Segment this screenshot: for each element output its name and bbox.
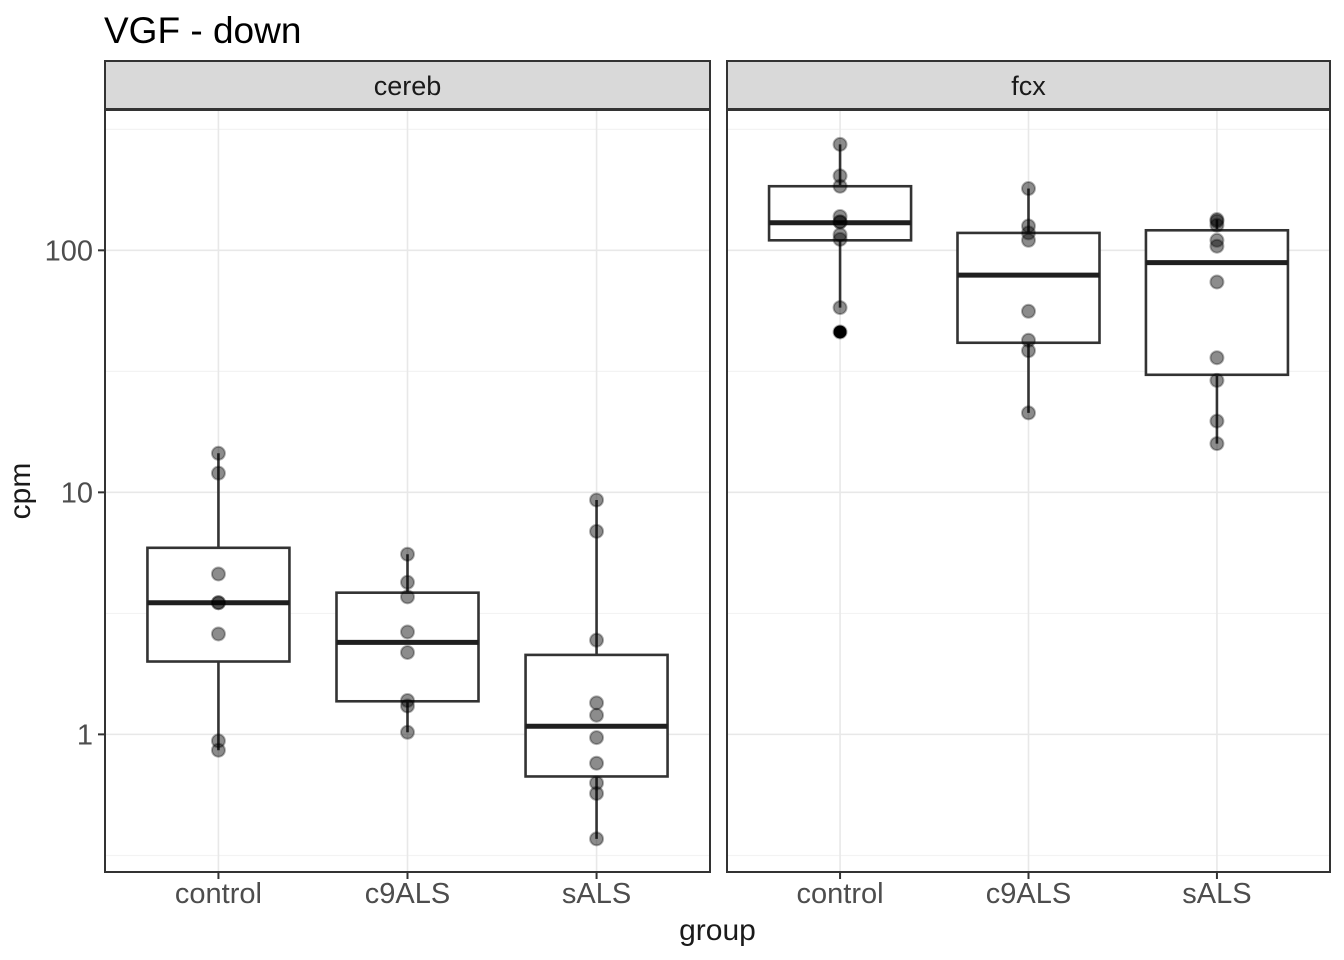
data-point xyxy=(832,208,848,224)
data-point xyxy=(832,214,848,230)
data-point xyxy=(589,785,605,801)
data-point xyxy=(1021,218,1036,234)
box xyxy=(524,653,669,778)
facet-strip xyxy=(726,60,1331,110)
y-tick-label: 10 xyxy=(61,477,93,509)
facet-strip-label: fcx xyxy=(1011,71,1046,101)
data-point xyxy=(1209,212,1225,228)
box xyxy=(767,184,913,242)
box xyxy=(1144,228,1290,377)
plot-title: VGF - down xyxy=(104,10,302,51)
box xyxy=(335,591,480,703)
data-point xyxy=(589,695,605,711)
x-axis-title: group xyxy=(679,914,756,947)
data-point xyxy=(1021,225,1036,241)
y-tick-label: 100 xyxy=(45,235,93,267)
x-tick-label: control xyxy=(797,878,884,910)
data-point xyxy=(832,214,848,230)
data-point xyxy=(1021,332,1036,348)
data-point xyxy=(1209,238,1225,254)
data-point xyxy=(400,698,415,714)
data-point xyxy=(589,492,605,508)
y-axis-title: cpm xyxy=(4,463,37,520)
data-point xyxy=(400,589,415,605)
data-point xyxy=(210,595,226,611)
x-tick-label: c9ALS xyxy=(986,878,1071,910)
data-point xyxy=(1021,343,1036,359)
x-tick-label: control xyxy=(175,878,262,910)
data-point xyxy=(400,644,415,660)
x-tick-label: sALS xyxy=(562,878,631,910)
data-point xyxy=(1209,217,1225,233)
data-point xyxy=(589,730,605,746)
data-point xyxy=(400,546,415,562)
data-point xyxy=(1021,405,1036,421)
data-point xyxy=(400,693,415,709)
data-point xyxy=(1021,303,1036,319)
data-point xyxy=(1209,213,1225,229)
data-point xyxy=(832,136,848,152)
data-point xyxy=(400,574,415,590)
data-point xyxy=(400,724,415,740)
data-point xyxy=(1209,274,1225,290)
data-point xyxy=(589,755,605,771)
data-point xyxy=(1021,181,1036,197)
data-point xyxy=(832,227,848,243)
data-point xyxy=(832,231,848,247)
data-point xyxy=(210,626,226,642)
facet-strip-label: cereb xyxy=(374,71,442,101)
y-tick-label: 1 xyxy=(77,719,93,751)
data-point xyxy=(832,168,848,184)
data-point xyxy=(210,595,226,611)
facet-strip xyxy=(104,60,711,110)
data-point xyxy=(1209,372,1225,388)
data-point xyxy=(210,445,226,461)
data-point xyxy=(1209,413,1225,429)
data-point xyxy=(1209,350,1225,366)
data-point xyxy=(832,300,848,316)
data-point xyxy=(210,742,226,758)
data-point xyxy=(832,324,848,340)
data-point xyxy=(589,775,605,791)
data-point xyxy=(1021,232,1036,248)
outlier-point xyxy=(833,325,847,339)
data-point xyxy=(210,566,226,582)
data-point xyxy=(832,178,848,194)
data-point xyxy=(589,523,605,539)
data-point xyxy=(589,707,605,723)
data-point xyxy=(400,624,415,640)
data-point xyxy=(589,831,605,847)
x-tick-label: sALS xyxy=(1182,878,1251,910)
data-point xyxy=(1209,436,1225,452)
x-tick-label: c9ALS xyxy=(365,878,450,910)
data-point xyxy=(210,733,226,749)
data-point xyxy=(1209,232,1225,248)
data-point xyxy=(589,632,605,648)
box xyxy=(956,231,1101,345)
data-point xyxy=(210,465,226,481)
